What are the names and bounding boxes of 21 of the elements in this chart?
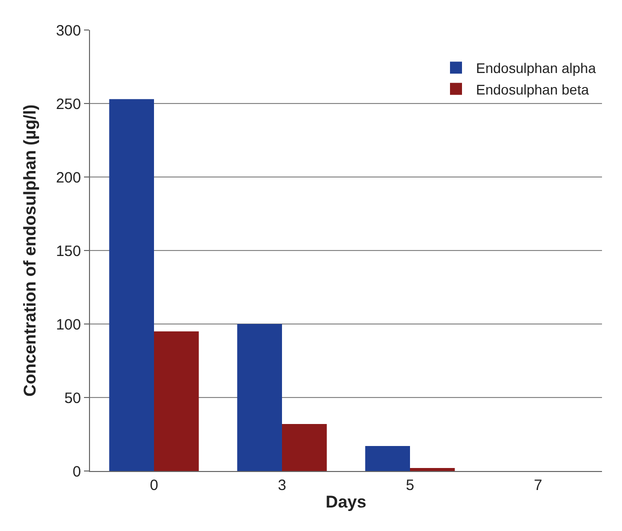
y-tick-label: 100 <box>56 316 81 334</box>
bar <box>365 446 410 471</box>
y-tick-label: 0 <box>72 463 81 480</box>
y-tick-label: 250 <box>56 96 81 113</box>
x-tick-label: 0 <box>150 477 158 494</box>
x-tick-label: 7 <box>534 477 542 494</box>
bar <box>237 324 282 471</box>
y-tick-label: 50 <box>64 390 81 407</box>
x-tick-label: 3 <box>278 477 286 494</box>
x-axis-title: Days <box>326 492 366 512</box>
legend-label: Endosulphan beta <box>476 81 590 98</box>
bar <box>410 468 455 471</box>
legend-label: Endosulphan alpha <box>476 60 596 76</box>
y-tick-label: 200 <box>56 169 81 186</box>
bar <box>154 331 199 471</box>
bar <box>109 99 154 471</box>
x-tick-label: 5 <box>406 477 414 494</box>
y-tick-label: 300 <box>56 22 81 40</box>
bar <box>282 424 327 471</box>
y-axis-title: Concentration of endosulphan (µg/l) <box>20 104 40 397</box>
y-tick-label: 150 <box>56 242 81 260</box>
